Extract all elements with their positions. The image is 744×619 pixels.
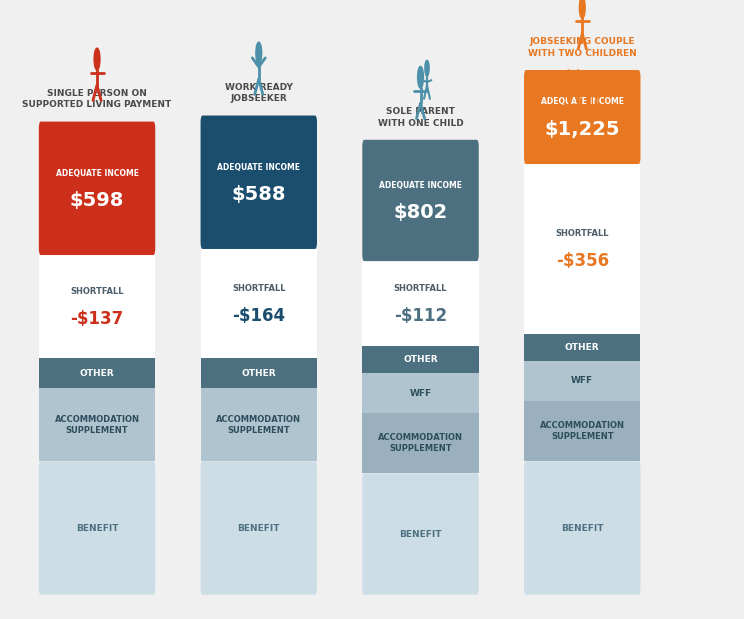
Bar [39,358,155,389]
Text: WFF: WFF [409,389,432,397]
Text: WFF: WFF [571,376,593,386]
Text: BENEFIT: BENEFIT [237,524,280,532]
Text: BENEFIT: BENEFIT [400,530,442,539]
Bar [362,346,478,373]
Text: OTHER: OTHER [403,355,437,364]
Text: OTHER: OTHER [80,369,115,378]
Circle shape [565,70,571,94]
Text: SHORTFALL: SHORTFALL [394,284,447,293]
Circle shape [594,76,598,94]
Text: SHORTFALL: SHORTFALL [232,284,286,293]
Circle shape [575,70,582,94]
Bar [39,255,155,358]
FancyBboxPatch shape [39,121,155,255]
Text: ACCOMMODATION
SUPPLEMENT: ACCOMMODATION SUPPLEMENT [217,415,301,435]
Text: WORK READY
JOBSEEKER: WORK READY JOBSEEKER [225,82,292,103]
Text: -$137: -$137 [71,310,124,327]
Text: ADEQUATE INCOME: ADEQUATE INCOME [379,181,462,190]
Circle shape [580,0,586,19]
Circle shape [94,48,100,70]
Bar [524,400,641,461]
Text: ACCOMMODATION
SUPPLEMENT: ACCOMMODATION SUPPLEMENT [378,433,463,453]
Text: SOLE PARENT
WITH ONE CHILD: SOLE PARENT WITH ONE CHILD [378,107,464,128]
Text: OTHER: OTHER [565,343,600,352]
Text: ADEQUATE INCOME: ADEQUATE INCOME [56,168,138,178]
Text: SINGLE PERSON ON
SUPPORTED LIVING PAYMENT: SINGLE PERSON ON SUPPORTED LIVING PAYMEN… [22,89,172,110]
Bar [524,164,641,334]
Text: BENEFIT: BENEFIT [561,524,603,532]
FancyBboxPatch shape [362,140,478,261]
FancyBboxPatch shape [362,474,478,595]
Text: OTHER: OTHER [242,369,276,378]
Text: $588: $588 [231,185,286,204]
Text: ACCOMMODATION
SUPPLEMENT: ACCOMMODATION SUPPLEMENT [54,415,140,435]
FancyBboxPatch shape [201,116,317,249]
FancyBboxPatch shape [39,461,155,595]
Bar [201,389,317,461]
Bar [39,389,155,461]
Text: ACCOMMODATION
SUPPLEMENT: ACCOMMODATION SUPPLEMENT [539,421,625,441]
Circle shape [425,60,429,76]
Bar [362,373,478,413]
Text: BENEFIT: BENEFIT [76,524,118,532]
FancyBboxPatch shape [524,461,641,595]
FancyBboxPatch shape [201,461,317,595]
Text: -$356: -$356 [556,252,609,270]
Text: JOBSEEKING COUPLE
WITH TWO CHILDREN: JOBSEEKING COUPLE WITH TWO CHILDREN [528,37,637,58]
Text: SHORTFALL: SHORTFALL [556,229,609,238]
Text: SHORTFALL: SHORTFALL [70,287,124,296]
Text: -$112: -$112 [394,306,447,325]
Bar [201,249,317,358]
Text: ADEQUATE INCOME: ADEQUATE INCOME [217,163,301,171]
Text: $1,225: $1,225 [545,119,620,139]
Circle shape [256,42,262,64]
Bar [524,361,641,400]
Text: -$164: -$164 [232,306,286,325]
Circle shape [417,66,423,89]
Text: $598: $598 [70,191,124,210]
Bar [362,413,478,474]
Circle shape [586,76,591,94]
Bar [362,261,478,346]
Text: ADEQUATE INCOME: ADEQUATE INCOME [541,97,623,106]
Text: $802: $802 [394,203,448,222]
Bar [524,334,641,361]
Bar [201,358,317,389]
FancyBboxPatch shape [524,70,641,164]
